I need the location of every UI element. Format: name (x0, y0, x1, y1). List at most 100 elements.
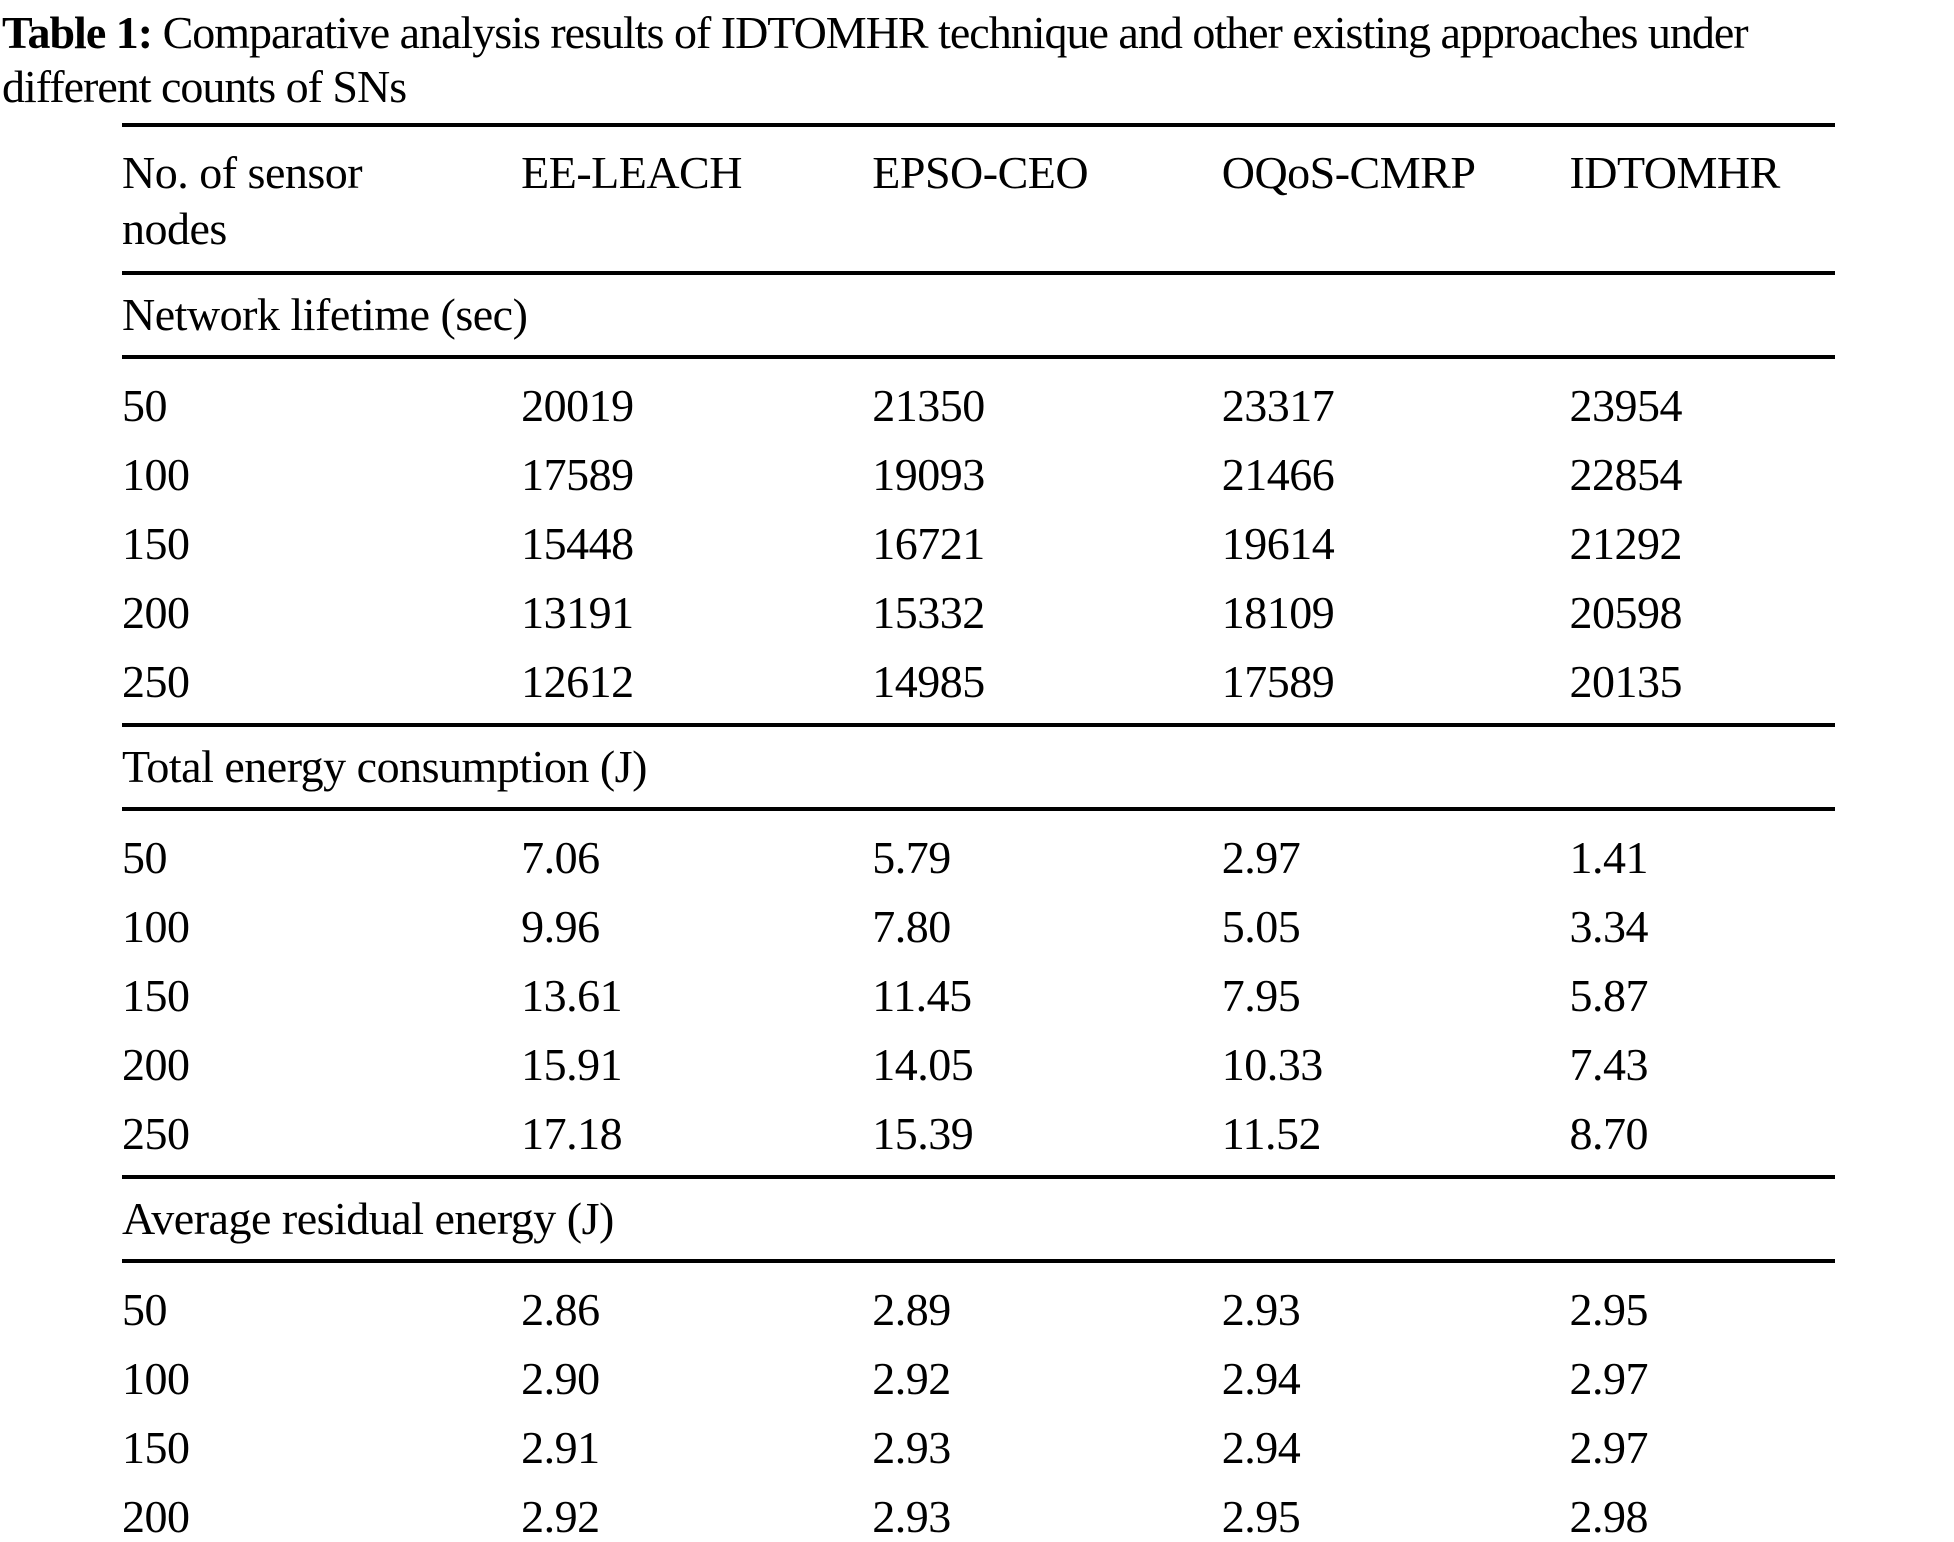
cell-sensor-count: 150 (122, 969, 190, 1021)
section-header: Network lifetime (sec) (122, 270, 1835, 359)
cell-oqos-cmrp: 2.93 (1221, 1283, 1301, 1335)
section-header: Total energy consumption (J) (122, 722, 1835, 811)
cell-ee-leach: 2.86 (521, 1283, 600, 1335)
cell-sensor-count: 200 (122, 1038, 190, 1090)
section-header-row: Average residual energy (J) (122, 1174, 1835, 1263)
table-caption-label: Table 1: (2, 7, 153, 58)
header-row: No. of sensor nodes EE-LEACH EPSO-CEO OQ… (122, 124, 1835, 275)
cell-sensor-count: 250 (122, 655, 190, 707)
cell-sensor-count: 50 (122, 831, 168, 883)
table-row: 250 12612 14985 17589 20135 (122, 644, 1835, 725)
cell-idtomhr: 21292 (1569, 517, 1682, 569)
cell-epso-ceo: 2.92 (872, 1352, 951, 1404)
cell-oqos-cmrp: 11.52 (1221, 1107, 1322, 1159)
cell-epso-ceo: 19093 (872, 448, 985, 500)
cell-oqos-cmrp: 5.05 (1221, 900, 1301, 952)
cell-idtomhr: 20598 (1569, 586, 1682, 638)
cell-oqos-cmrp: 21466 (1221, 448, 1335, 500)
cell-sensor-count: 100 (122, 1352, 190, 1404)
cell-oqos-cmrp: 2.95 (1221, 1490, 1301, 1542)
cell-epso-ceo: 2.93 (872, 1490, 951, 1542)
cell-idtomhr: 1.41 (1569, 831, 1648, 883)
table-row: 150 2.91 2.93 2.94 2.97 (122, 1410, 1835, 1479)
cell-idtomhr: 2.98 (1569, 1490, 1648, 1542)
cell-ee-leach: 2.90 (521, 1352, 600, 1404)
cell-ee-leach: 12612 (521, 655, 634, 707)
cell-ee-leach: 20019 (521, 379, 634, 431)
cell-epso-ceo: 2.93 (872, 1421, 951, 1473)
table-row: 250 17.18 15.39 11.52 8.70 (122, 1096, 1835, 1177)
table-row: 50 20019 21350 23317 23954 (122, 357, 1835, 437)
cell-ee-leach: 13191 (521, 586, 634, 638)
table-caption-line1: Comparative analysis results of IDTOMHR … (162, 7, 1749, 58)
cell-idtomhr: 22854 (1569, 448, 1682, 500)
col-header-idtomhr: IDTOMHR (1569, 124, 1835, 275)
cell-idtomhr: 2.95 (1569, 1283, 1648, 1335)
table-row: 100 9.96 7.80 5.05 3.34 (122, 889, 1835, 958)
cell-oqos-cmrp: 7.95 (1221, 969, 1301, 1021)
cell-epso-ceo: 15.39 (872, 1107, 974, 1159)
table-row: 200 2.92 2.93 2.95 2.98 (122, 1479, 1835, 1542)
cell-epso-ceo: 7.80 (872, 900, 951, 952)
cell-idtomhr: 23954 (1569, 379, 1682, 431)
col-header-ee-leach: EE-LEACH (521, 124, 873, 275)
cell-oqos-cmrp: 2.97 (1221, 831, 1301, 883)
table-row: 200 15.91 14.05 10.33 7.43 (122, 1027, 1835, 1096)
cell-sensor-count: 100 (122, 448, 190, 500)
table-row: 150 15448 16721 19614 21292 (122, 506, 1835, 575)
table-row: 200 13191 15332 18109 20598 (122, 575, 1835, 644)
cell-sensor-count: 100 (122, 900, 190, 952)
cell-oqos-cmrp: 17589 (1221, 655, 1335, 707)
table-row: 100 17589 19093 21466 22854 (122, 437, 1835, 506)
cell-ee-leach: 17.18 (521, 1107, 623, 1159)
cell-ee-leach: 15.91 (521, 1038, 623, 1090)
cell-ee-leach: 2.92 (521, 1490, 600, 1542)
table-row: 150 13.61 11.45 7.95 5.87 (122, 958, 1835, 1027)
cell-oqos-cmrp: 23317 (1221, 379, 1335, 431)
cell-oqos-cmrp: 2.94 (1221, 1421, 1301, 1473)
col-header-oqos-cmrp: OQoS-CMRP (1221, 124, 1570, 275)
cell-idtomhr: 8.70 (1569, 1107, 1648, 1159)
cell-idtomhr: 3.34 (1569, 900, 1648, 952)
cell-epso-ceo: 16721 (872, 517, 985, 569)
col-header-sensor-nodes: No. of sensor nodes (122, 124, 522, 275)
section-header: Average residual energy (J) (122, 1174, 1835, 1263)
cell-sensor-count: 150 (122, 517, 190, 569)
cell-idtomhr: 2.97 (1569, 1352, 1648, 1404)
col-header-epso-ceo: EPSO-CEO (872, 124, 1222, 275)
cell-sensor-count: 50 (122, 1283, 168, 1335)
cell-ee-leach: 9.96 (521, 900, 600, 952)
cell-oqos-cmrp: 18109 (1221, 586, 1335, 638)
cell-epso-ceo: 2.89 (872, 1283, 951, 1335)
cell-epso-ceo: 14985 (872, 655, 985, 707)
cell-epso-ceo: 5.79 (872, 831, 951, 883)
cell-sensor-count: 50 (122, 379, 168, 431)
cell-oqos-cmrp: 10.33 (1221, 1038, 1323, 1090)
cell-sensor-count: 250 (122, 1107, 190, 1159)
cell-ee-leach: 2.91 (521, 1421, 600, 1473)
cell-ee-leach: 15448 (521, 517, 634, 569)
cell-idtomhr: 2.97 (1569, 1421, 1648, 1473)
cell-epso-ceo: 11.45 (872, 969, 972, 1021)
cell-ee-leach: 7.06 (521, 831, 600, 883)
cell-epso-ceo: 15332 (872, 586, 985, 638)
section-header-row: Total energy consumption (J) (122, 722, 1835, 811)
table-row: 50 2.86 2.89 2.93 2.95 (122, 1261, 1835, 1341)
cell-ee-leach: 13.61 (521, 969, 623, 1021)
table-row: 100 2.90 2.92 2.94 2.97 (122, 1341, 1835, 1410)
cell-oqos-cmrp: 19614 (1221, 517, 1335, 569)
results-table: No. of sensor nodes EE-LEACH EPSO-CEO OQ… (122, 122, 1835, 1542)
table-caption: Table 1: Comparative analysis results of… (2, 6, 1954, 115)
cell-epso-ceo: 14.05 (872, 1038, 974, 1090)
cell-oqos-cmrp: 2.94 (1221, 1352, 1301, 1404)
cell-sensor-count: 200 (122, 1490, 190, 1542)
cell-sensor-count: 150 (122, 1421, 190, 1473)
cell-sensor-count: 200 (122, 586, 190, 638)
cell-idtomhr: 7.43 (1569, 1038, 1648, 1090)
cell-idtomhr: 5.87 (1569, 969, 1648, 1021)
table-row: 50 7.06 5.79 2.97 1.41 (122, 809, 1835, 889)
cell-ee-leach: 17589 (521, 448, 634, 500)
table-caption-line2: different counts of SNs (2, 61, 407, 113)
cell-epso-ceo: 21350 (872, 379, 985, 431)
